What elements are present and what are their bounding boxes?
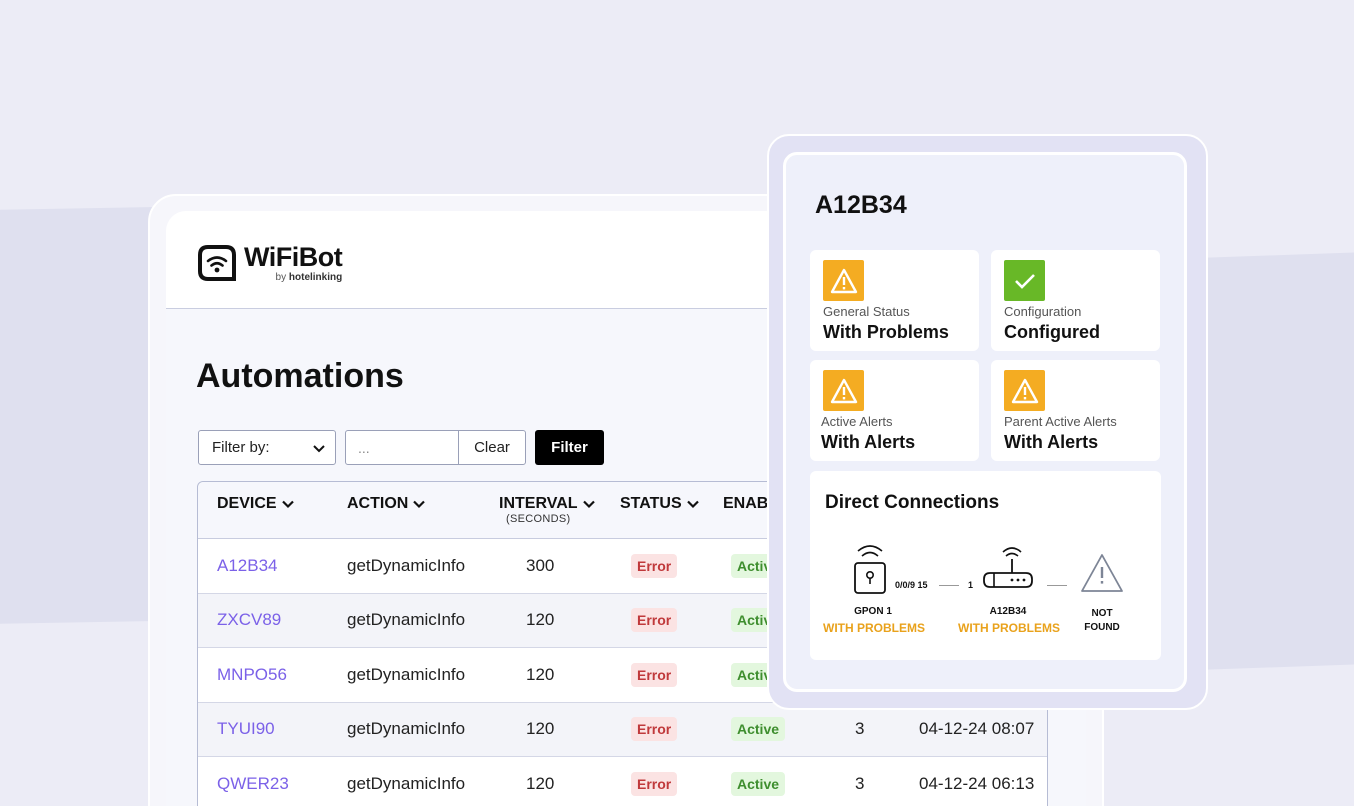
gpon-label: GPON 1 [854,606,892,617]
filter-by-select[interactable]: Filter by: [198,430,336,465]
warning-icon [823,260,864,301]
card-label: Parent Active Alerts [1004,414,1117,429]
wifibot-logo-icon [198,245,236,281]
connection-line [939,585,959,586]
filter-by-label: Filter by: [212,439,270,456]
interval-cell: 120 [526,610,555,630]
count-cell: 3 [855,773,865,793]
search-input[interactable] [346,431,459,464]
edge-label-gpon: 0/0/9 15 [895,580,928,590]
chevron-down-icon [686,500,699,509]
parent-active-alerts-card: Parent Active Alerts With Alerts [991,360,1160,461]
status-badge: Error [631,717,678,742]
chevron-down-icon [413,500,426,509]
logo[interactable]: WiFiBot by hotelinking [196,242,343,285]
status-badge: Error [631,662,678,687]
chevron-down-icon [281,500,294,509]
clear-button[interactable]: Clear [459,431,525,464]
warning-outline-icon[interactable] [1080,553,1124,593]
action-cell: getDynamicInfo [347,664,466,684]
interval-cell: 120 [526,664,555,684]
column-device[interactable]: DEVICE [217,495,295,513]
interval-cell: 120 [526,773,555,793]
status-badge: Error [631,553,678,578]
card-label: Configuration [1004,304,1082,319]
device-link[interactable]: MNPO56 [217,664,287,684]
enabled-badge: Active [731,717,786,742]
action-cell: getDynamicInfo [347,773,466,793]
card-label: Active Alerts [821,414,893,429]
direct-connections-title: Direct Connections [825,492,1000,513]
card-value: With Alerts [821,432,916,452]
column-action[interactable]: ACTION [347,495,426,513]
enabled-badge: Active [731,771,786,796]
active-alerts-card: Active Alerts With Alerts [810,360,979,461]
direct-connections-card: Direct Connections GPON 1 WITH PROBLEMS … [810,471,1161,660]
brand-by: by hotelinking [275,272,343,283]
general-status-card: General Status With Problems [810,250,979,351]
device-link[interactable]: A12B34 [217,555,278,575]
warning-icon [823,370,864,411]
filter-bar: Filter by: Clear Filter [198,430,604,465]
chevron-down-icon [313,444,325,452]
column-enabled[interactable]: ENAB [723,495,769,512]
status-badge: Error [631,771,678,796]
action-cell: getDynamicInfo [347,719,466,739]
card-value: Configured [1004,322,1100,342]
date-cell: 04-12-24 06:13 [919,773,1035,793]
warning-icon [1004,370,1045,411]
gpon-status: WITH PROBLEMS [823,621,925,635]
card-value: With Alerts [1004,432,1099,452]
column-interval[interactable]: INTERVAL [499,495,596,513]
column-status[interactable]: STATUS [620,495,700,513]
configuration-card: Configuration Configured [991,250,1160,351]
router-status: WITH PROBLEMS [958,621,1060,635]
status-badge: Error [631,608,678,633]
check-icon [1004,260,1045,301]
gpon-icon[interactable] [850,541,890,595]
filter-button[interactable]: Filter [535,430,604,465]
date-cell: 04-12-24 08:07 [919,719,1035,739]
device-link[interactable]: QWER23 [217,773,289,793]
action-cell: getDynamicInfo [347,610,466,630]
table-row[interactable]: TYUI90 getDynamicInfo 120 Error Active 3 04-12… [198,702,1047,757]
device-title: A12B34 [815,191,907,219]
interval-cell: 300 [526,555,555,575]
router-label: A12B34 [989,606,1027,617]
device-link[interactable]: TYUI90 [217,719,275,739]
interval-cell: 120 [526,719,555,739]
connection-line [1047,585,1067,586]
count-cell: 3 [855,719,865,739]
card-value: With Problems [823,322,949,342]
interval-unit-label: (SECONDS) [506,513,571,525]
not-found-label: NOT FOUND [1084,608,1120,633]
router-icon[interactable] [982,541,1034,595]
search-group: Clear [345,430,526,465]
edge-label-router: 1 [968,580,974,590]
brand-name: WiFiBot [244,242,343,272]
device-link[interactable]: ZXCV89 [217,610,282,630]
card-label: General Status [823,304,910,319]
action-cell: getDynamicInfo [347,555,466,575]
device-detail-panel: A12B34 General Status With Problems Conf… [783,152,1187,692]
page-title: Automations [196,357,404,395]
table-row[interactable]: QWER23 getDynamicInfo 120 Error Active 3 04-12… [198,757,1047,806]
chevron-down-icon [582,500,595,509]
